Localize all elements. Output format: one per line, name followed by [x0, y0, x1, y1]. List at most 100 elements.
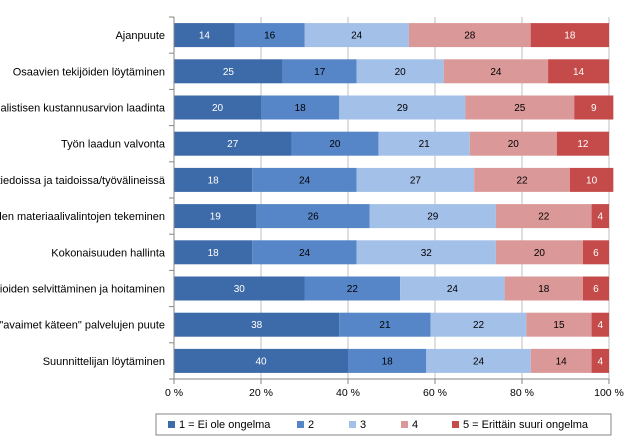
- category-label: Suunnittelijan löytäminen: [43, 356, 165, 368]
- bar-segment: [530, 23, 609, 48]
- data-label: 9: [591, 103, 597, 114]
- data-label: 18: [382, 356, 394, 367]
- bar-segment: [430, 312, 527, 337]
- bar-segment: [174, 23, 235, 48]
- data-label: 24: [490, 67, 502, 78]
- category-label: Realistisen kustannusarvion laadinta: [0, 103, 166, 115]
- data-label: 12: [577, 139, 589, 150]
- legend-label: 1 = Ei ole ongelma: [179, 419, 271, 431]
- bar-segment: [504, 276, 583, 301]
- category-label: Työn laadun valvonta: [61, 139, 166, 151]
- x-tick-label: 60 %: [423, 387, 447, 399]
- data-label: 38: [251, 320, 263, 331]
- data-label: 22: [516, 175, 528, 186]
- data-label: 16: [264, 31, 276, 42]
- data-label: 26: [308, 212, 320, 223]
- bar-segment: [174, 131, 292, 156]
- bar-segment: [174, 204, 257, 229]
- category-labels: Ajanpuute Osaavien tekijöiden löytäminen R…: [0, 30, 166, 368]
- data-label: 24: [299, 248, 311, 259]
- category-label: Ajanpuute: [115, 30, 165, 42]
- data-label: 14: [199, 31, 211, 42]
- legend-swatch: [452, 421, 459, 428]
- bar-segment: [356, 240, 496, 265]
- data-label: 22: [473, 320, 485, 331]
- bar-segment: [252, 167, 357, 192]
- data-label: 4: [598, 212, 604, 223]
- bar-segment: [530, 348, 592, 373]
- bar-segment: [495, 204, 592, 229]
- data-label: 22: [538, 212, 550, 223]
- bar-segment: [339, 95, 466, 120]
- bar-segment: [591, 204, 609, 229]
- bar-segment: [591, 312, 609, 337]
- bar-segment: [174, 167, 253, 192]
- bar-segment: [174, 59, 283, 84]
- data-label: 29: [397, 103, 409, 114]
- data-label: 30: [234, 284, 246, 295]
- x-tick-label: 20 %: [249, 387, 273, 399]
- category-label: Lupa-asioiden selvittäminen ja hoitamine…: [0, 284, 165, 296]
- x-tick-label: 40 %: [336, 387, 360, 399]
- category-label: Puutteet tiedoissa ja taidoissa/työvälin…: [0, 175, 166, 187]
- bar-segment: [304, 23, 409, 48]
- bar-segment: [582, 276, 609, 301]
- category-label: "avaimet käteen" palvelujen puute: [0, 320, 165, 332]
- bar-segment: [400, 276, 505, 301]
- data-label: 24: [447, 284, 459, 295]
- bar-segment: [526, 312, 592, 337]
- data-label: 18: [564, 31, 576, 42]
- data-label: 20: [212, 103, 224, 114]
- data-label: 18: [208, 248, 220, 259]
- bars: 14 16 24 28 18 25 17 20 24 14 20 18 29 25 9 27 20 21 20 12 1…: [174, 23, 614, 373]
- data-label: 27: [227, 139, 239, 150]
- bar-segment: [469, 131, 557, 156]
- bar-segment: [356, 59, 444, 84]
- legend-label: 2: [308, 419, 314, 431]
- bar-segment: [465, 95, 575, 120]
- bar-segment: [556, 131, 609, 156]
- data-label: 32: [421, 248, 433, 259]
- bar-segment: [408, 23, 531, 48]
- data-label: 40: [255, 356, 267, 367]
- data-label: 17: [314, 67, 326, 78]
- bar-segment: [261, 95, 340, 120]
- data-label: 14: [556, 356, 568, 367]
- x-tick-label: 80 %: [510, 387, 534, 399]
- bar-segment: [474, 167, 570, 192]
- bar-segment: [495, 240, 583, 265]
- category-label: Kokonaisuuden hallinta: [51, 247, 166, 259]
- data-label: 14: [573, 67, 585, 78]
- data-label: 18: [538, 284, 550, 295]
- data-label: 22: [347, 284, 359, 295]
- legend: 1 = Ei ole ongelma 2 3 4 5 = Erittäin suuri …: [155, 413, 612, 436]
- data-label: 15: [553, 320, 565, 331]
- data-label: 20: [395, 67, 407, 78]
- data-label: 6: [593, 284, 599, 295]
- bar-segment: [426, 348, 531, 373]
- legend-box: [155, 413, 612, 436]
- data-label: 21: [379, 320, 391, 331]
- bar-segment: [304, 276, 401, 301]
- bar-segment: [252, 240, 357, 265]
- legend-label: 3: [360, 419, 366, 431]
- x-tick-label: 0 %: [165, 387, 183, 399]
- data-label: 4: [598, 320, 604, 331]
- data-label: 6: [593, 248, 599, 259]
- category-label: Oikeiden materiaalivalintojen tekeminen: [0, 211, 165, 223]
- data-label: 25: [514, 103, 526, 114]
- bar-segment: [256, 204, 370, 229]
- data-label: 20: [508, 139, 520, 150]
- legend-swatch: [349, 421, 356, 428]
- legend-label: 4: [412, 419, 418, 431]
- bar-segment: [174, 276, 305, 301]
- legend-swatch: [401, 421, 408, 428]
- category-label: Osaavien tekijöiden löytäminen: [13, 66, 165, 78]
- data-label: 24: [351, 31, 363, 42]
- data-label: 18: [295, 103, 307, 114]
- x-tick-label: 100 %: [594, 387, 624, 399]
- data-label: 29: [427, 212, 439, 223]
- bar-segment: [548, 59, 609, 84]
- bar-segment: [174, 240, 253, 265]
